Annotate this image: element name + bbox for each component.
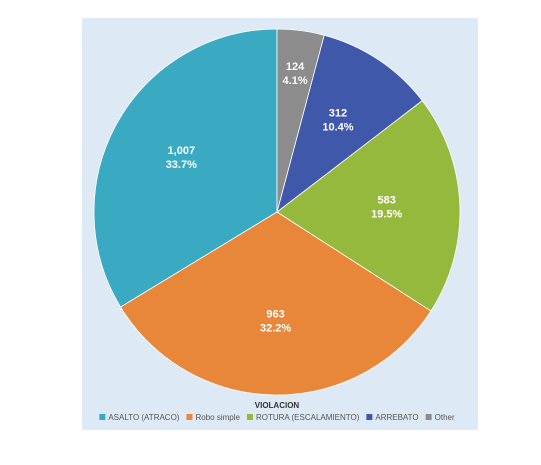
percent-label: 19.5%	[371, 208, 402, 220]
value-label: 963	[266, 309, 284, 321]
pie-slice	[276, 100, 461, 312]
pie-slice	[276, 28, 325, 213]
pie-slice	[93, 28, 278, 308]
value-label: 124	[286, 61, 305, 73]
legend-swatch	[186, 414, 193, 420]
legend-swatch	[99, 414, 106, 420]
legend-label: ARREBATO	[375, 413, 418, 422]
percent-label: 10.4%	[322, 122, 353, 134]
legend-label: ASALTO (ATRACO)	[108, 413, 179, 422]
legend-title: VIOLACION	[255, 401, 300, 410]
value-label: 312	[329, 108, 347, 120]
pie-slice	[276, 34, 423, 214]
percent-label: 32.2%	[260, 323, 291, 335]
legend-label: Other	[435, 413, 455, 422]
legend-swatch	[246, 414, 253, 420]
legend-label: Robo simple	[195, 413, 240, 422]
value-label: 1,007	[168, 145, 196, 157]
pie-slice	[120, 211, 432, 396]
legend-swatch	[425, 414, 432, 420]
legend-label: ROTURA (ESCALAMIENTO)	[256, 413, 360, 422]
value-label: 583	[378, 194, 396, 206]
legend-swatch	[366, 414, 373, 420]
percent-label: 33.7%	[166, 159, 197, 171]
percent-label: 4.1%	[283, 75, 308, 87]
